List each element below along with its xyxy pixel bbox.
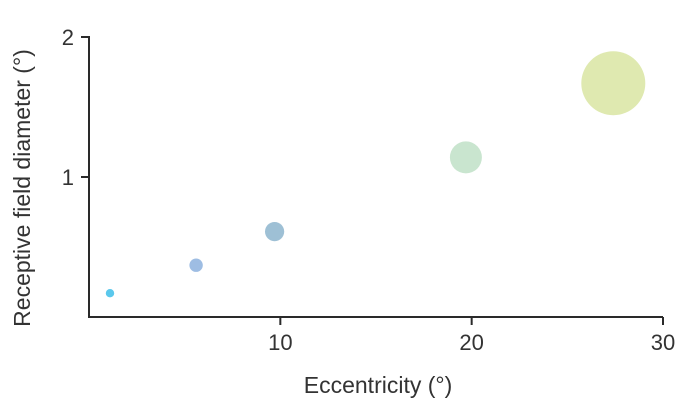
- y-tick-label-1: 1: [62, 165, 74, 190]
- data-point-3: [265, 222, 285, 242]
- points-layer: [105, 51, 646, 298]
- y-tick-label-2: 2: [62, 25, 74, 50]
- x-tick-label-10: 10: [268, 330, 292, 355]
- data-point-5: [581, 51, 646, 116]
- x-tick-label-20: 20: [459, 330, 483, 355]
- x-tick-label-30: 30: [651, 330, 675, 355]
- ticks-layer: 10 20 30 1 2: [62, 25, 675, 355]
- data-point-1: [105, 289, 115, 298]
- y-axis-label: Receptive field diameter (°): [9, 49, 35, 327]
- data-point-4: [449, 141, 482, 174]
- data-point-2: [189, 258, 203, 272]
- x-axis-label: Eccentricity (°): [304, 372, 453, 398]
